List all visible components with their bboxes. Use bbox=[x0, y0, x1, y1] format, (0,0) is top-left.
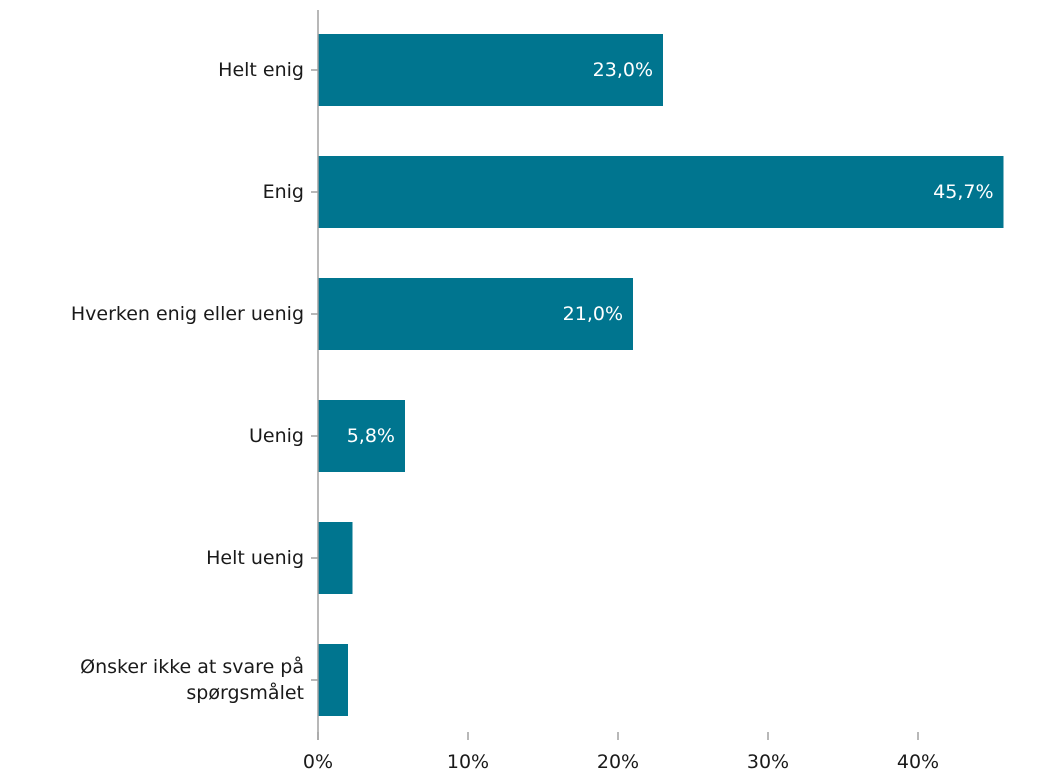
category-label-line: Hverken enig eller uenig bbox=[71, 303, 304, 325]
x-tick-label: 0% bbox=[303, 751, 333, 773]
category-label-line: Helt enig bbox=[218, 59, 304, 81]
data-labels-layer: 23,0% 45,7% 21,0% 5,8% bbox=[347, 59, 994, 447]
category-label: Helt enig bbox=[218, 59, 304, 81]
axes-layer bbox=[311, 10, 919, 740]
category-label-line: Enig bbox=[263, 181, 304, 203]
x-tick-labels-layer: 0% 10% 20% 30% 40% bbox=[303, 751, 939, 773]
category-label: Ønsker ikke at svare på spørgsmålet bbox=[80, 655, 304, 704]
category-label: Helt uenig bbox=[206, 547, 304, 569]
data-label: 5,8% bbox=[347, 425, 395, 447]
x-tick-label: 40% bbox=[897, 751, 939, 773]
category-label: Enig bbox=[263, 181, 304, 203]
bar bbox=[318, 278, 633, 350]
bars-layer bbox=[318, 34, 1004, 716]
bar bbox=[318, 644, 348, 716]
category-label-line: Uenig bbox=[249, 425, 304, 447]
data-label: 23,0% bbox=[593, 59, 653, 81]
data-label: 21,0% bbox=[563, 303, 623, 325]
category-labels-layer: Helt enig Enig Hverken enig eller uenig Uen… bbox=[71, 59, 304, 704]
data-label: 45,7% bbox=[933, 181, 993, 203]
category-label: Hverken enig eller uenig bbox=[71, 303, 304, 325]
category-label: Uenig bbox=[249, 425, 304, 447]
x-tick-label: 20% bbox=[597, 751, 639, 773]
x-tick-label: 10% bbox=[447, 751, 489, 773]
bar bbox=[318, 400, 405, 472]
category-label-line: Helt uenig bbox=[206, 547, 304, 569]
bar bbox=[318, 34, 663, 106]
category-label-line: spørgsmålet bbox=[186, 681, 304, 704]
bar bbox=[318, 156, 1004, 228]
bar bbox=[318, 522, 353, 594]
category-label-line: Ønsker ikke at svare på bbox=[80, 655, 304, 678]
x-tick-label: 30% bbox=[747, 751, 789, 773]
